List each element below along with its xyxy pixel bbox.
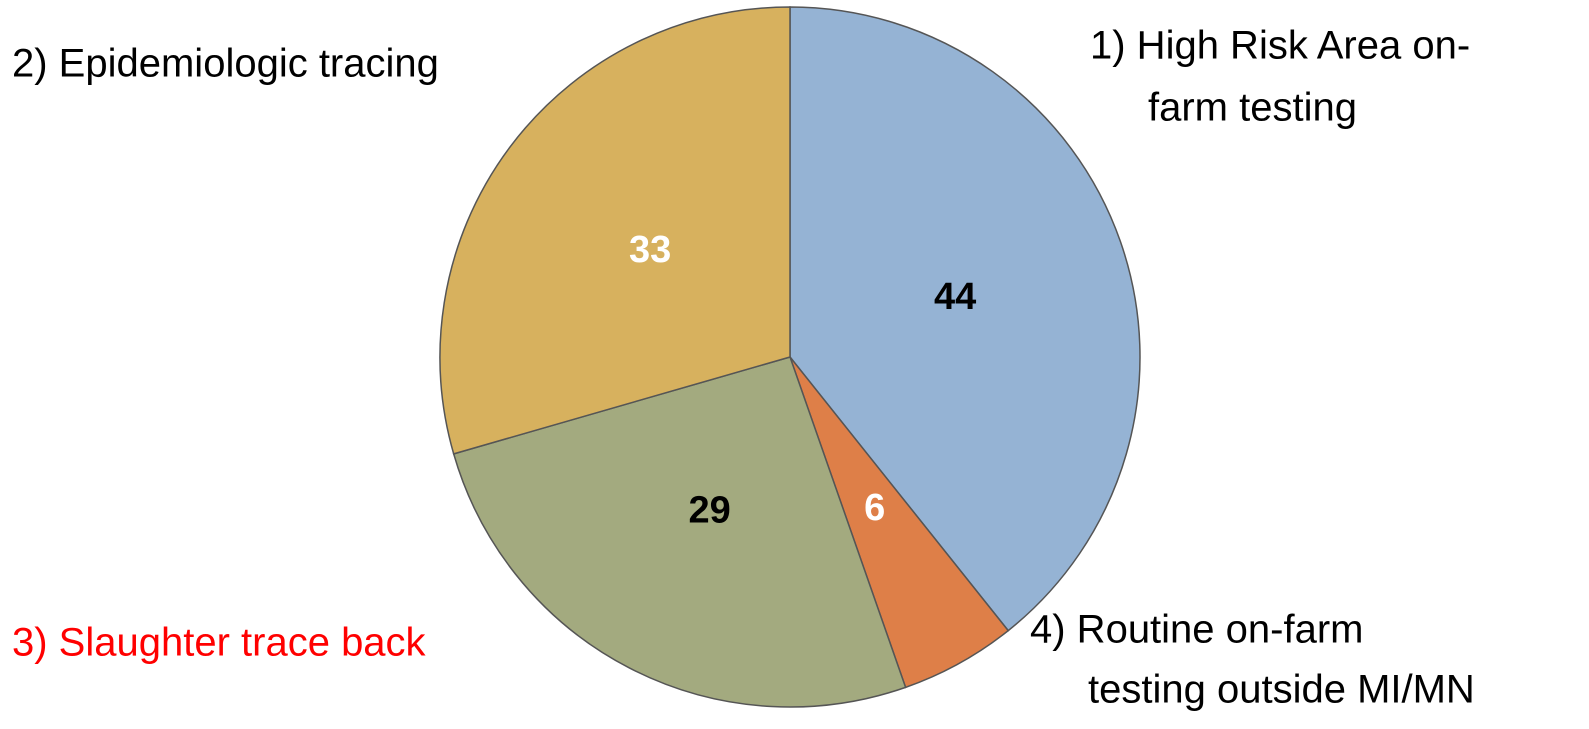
- pie-slice: [439, 6, 791, 455]
- category-label: farm testing: [1148, 86, 1357, 130]
- category-label: 4) Routine on-farm: [1030, 608, 1363, 652]
- category-label: testing outside MI/MN: [1088, 668, 1475, 712]
- value-label: 6: [864, 487, 885, 529]
- category-label: 1) High Risk Area on-: [1090, 24, 1470, 68]
- value-label: 33: [629, 229, 671, 271]
- pie-slice: [452, 356, 907, 708]
- category-label: 3) Slaughter trace back: [12, 621, 427, 665]
- value-label: 29: [689, 490, 731, 532]
- category-label: 2) Epidemiologic tracing: [12, 42, 439, 86]
- value-label: 44: [934, 276, 976, 318]
- pie-slice: [789, 6, 1141, 632]
